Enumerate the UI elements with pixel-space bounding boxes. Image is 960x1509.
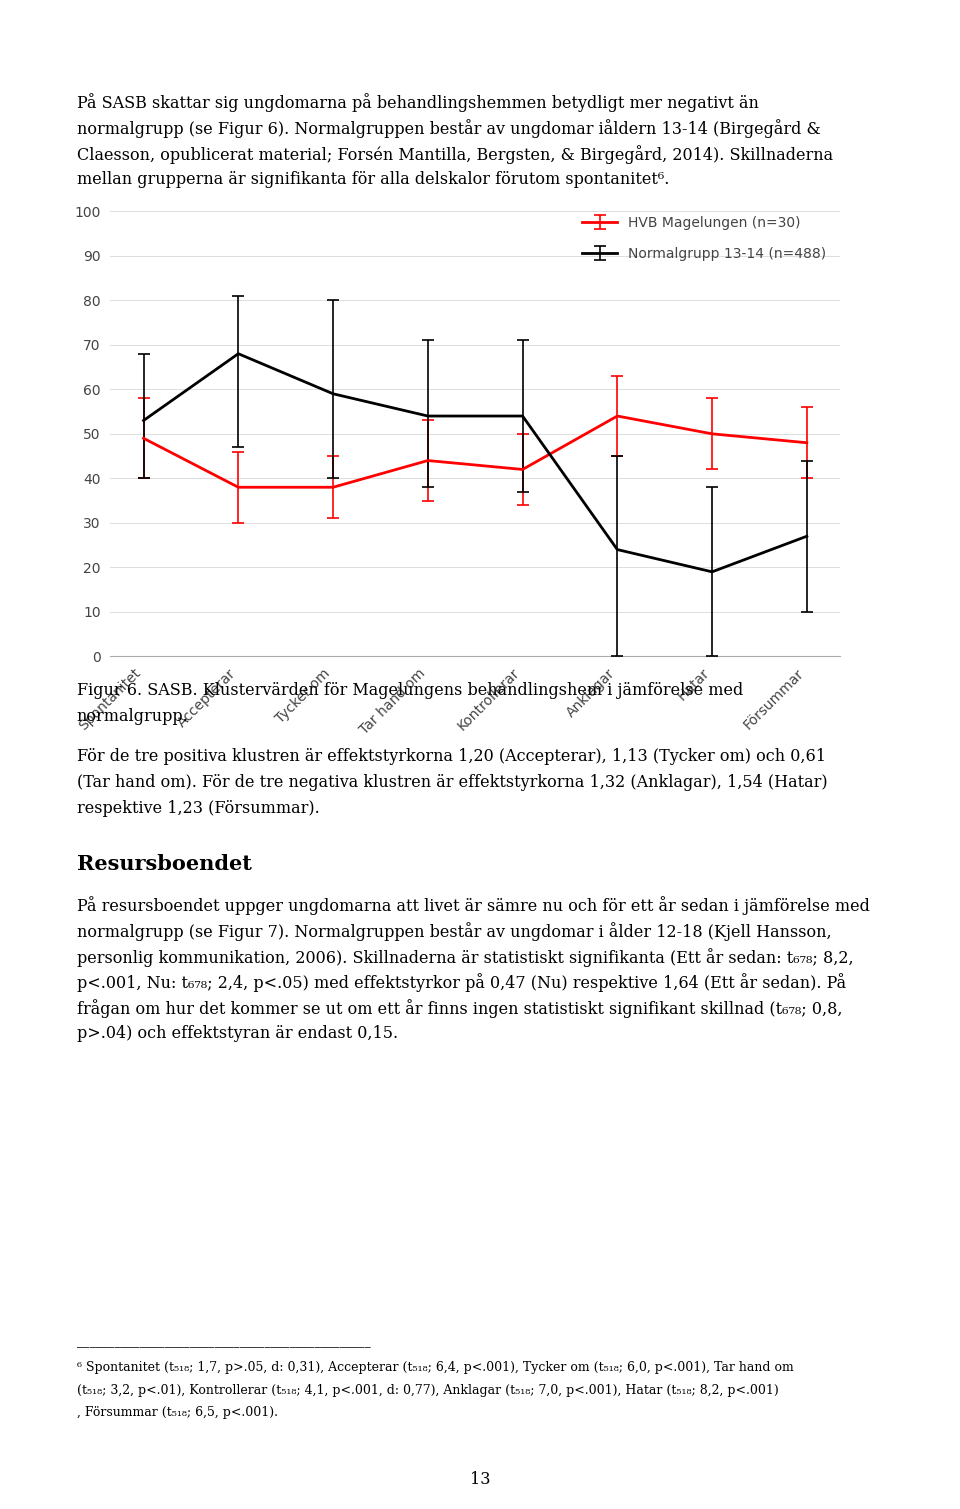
Legend: HVB Magelungen (n=30), Normalgrupp 13-14 (n=488): HVB Magelungen (n=30), Normalgrupp 13-14…: [575, 210, 833, 269]
Text: (t₅₁₈; 3,2, p<.01), Kontrollerar (t₅₁₈; 4,1, p<.001, d: 0,77), Anklagar (t₅₁₈; 7: (t₅₁₈; 3,2, p<.01), Kontrollerar (t₅₁₈; …: [77, 1384, 779, 1397]
Text: (Tar hand om). För de tre negativa klustren är effektstyrkorna 1,32 (Anklagar), : (Tar hand om). För de tre negativa klust…: [77, 774, 828, 791]
Text: För de tre positiva klustren är effektstyrkorna 1,20 (Accepterar), 1,13 (Tycker : För de tre positiva klustren är effektst…: [77, 748, 826, 765]
Text: normalgrupp (se Figur 7). Normalgruppen består av ungdomar i ålder 12-18 (Kjell : normalgrupp (se Figur 7). Normalgruppen …: [77, 922, 831, 942]
Text: _______________________________________________: ________________________________________…: [77, 1335, 371, 1349]
Text: Figur 6. SASB. Klustervärden för Magelungens behandlingshem i jämförelse med: Figur 6. SASB. Klustervärden för Magelun…: [77, 682, 743, 699]
Text: ⁶ Spontanitet (t₅₁₈; 1,7, p>.05, d: 0,31), Accepterar (t₅₁₈; 6,4, p<.001), Tycke: ⁶ Spontanitet (t₅₁₈; 1,7, p>.05, d: 0,31…: [77, 1361, 794, 1375]
Text: p>.04) och effektstyran är endast 0,15.: p>.04) och effektstyran är endast 0,15.: [77, 1025, 398, 1041]
Text: mellan grupperna är signifikanta för alla delskalor förutom spontanitet⁶.: mellan grupperna är signifikanta för all…: [77, 171, 669, 187]
Text: personlig kommunikation, 2006). Skillnaderna är statistiskt signifikanta (Ett år: personlig kommunikation, 2006). Skillnad…: [77, 948, 853, 967]
Text: , Försummar (t₅₁₈; 6,5, p<.001).: , Försummar (t₅₁₈; 6,5, p<.001).: [77, 1406, 277, 1420]
Text: normalgrupp.: normalgrupp.: [77, 708, 188, 724]
Text: På SASB skattar sig ungdomarna på behandlingshemmen betydligt mer negativt än: På SASB skattar sig ungdomarna på behand…: [77, 94, 758, 113]
Text: På resursboendet uppger ungdomarna att livet är sämre nu och för ett år sedan i : På resursboendet uppger ungdomarna att l…: [77, 896, 870, 916]
Text: Claesson, opublicerat material; Forsén Mantilla, Bergsten, & Birgegård, 2014). S: Claesson, opublicerat material; Forsén M…: [77, 145, 833, 164]
Text: frågan om hur det kommer se ut om ett år finns ingen statistiskt signifikant ski: frågan om hur det kommer se ut om ett år…: [77, 999, 842, 1019]
Text: respektive 1,23 (Försummar).: respektive 1,23 (Försummar).: [77, 800, 320, 816]
Text: 13: 13: [469, 1471, 491, 1488]
Text: normalgrupp (se Figur 6). Normalgruppen består av ungdomar iåldern 13-14 (Birgeg: normalgrupp (se Figur 6). Normalgruppen …: [77, 119, 821, 139]
Text: p<.001, Nu: t₆₇₈; 2,4, p<.05) med effektstyrkor på 0,47 (Nu) respektive 1,64 (Et: p<.001, Nu: t₆₇₈; 2,4, p<.05) med effekt…: [77, 973, 846, 993]
Text: Resursboendet: Resursboendet: [77, 854, 252, 874]
